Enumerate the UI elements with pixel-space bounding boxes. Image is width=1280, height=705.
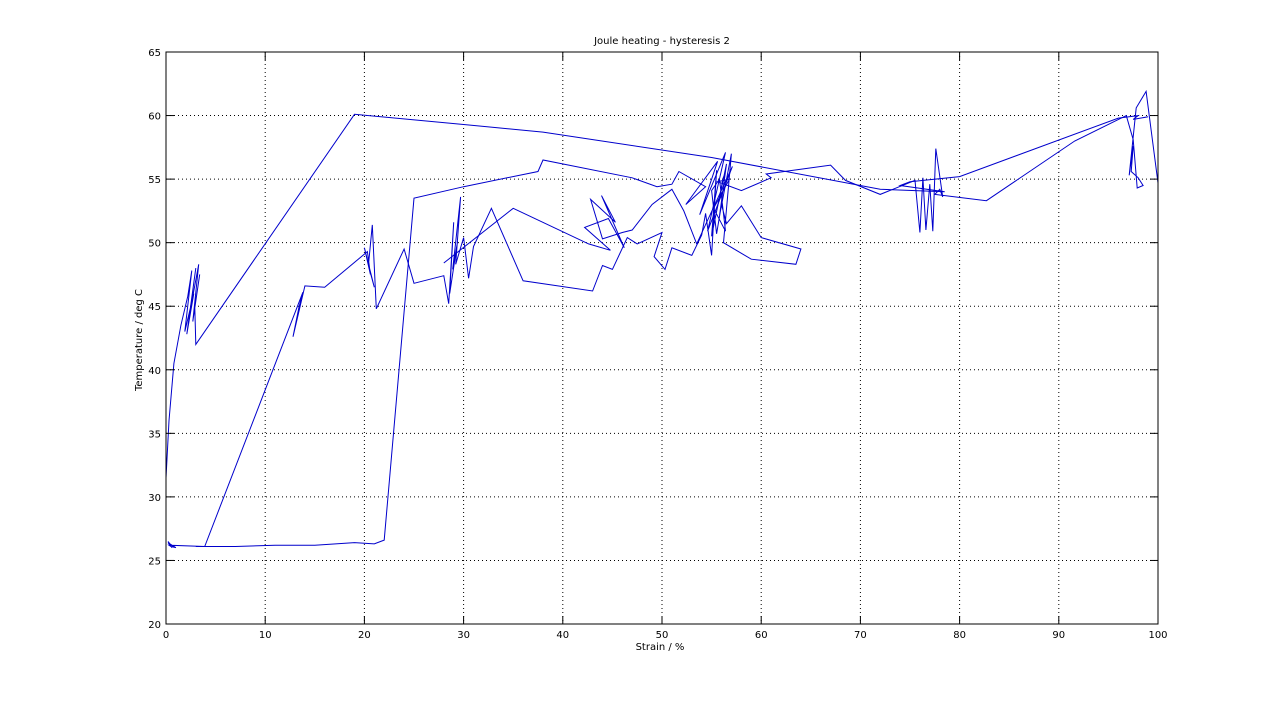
x-tick-label: 40 xyxy=(556,630,569,641)
x-axis-title: Strain / % xyxy=(636,642,685,653)
x-tick-label: 0 xyxy=(163,630,169,641)
y-tick-label: 40 xyxy=(148,366,161,377)
x-tick-label: 20 xyxy=(358,630,371,641)
data-series-line-3 xyxy=(195,152,733,547)
x-tick-label: 60 xyxy=(755,630,768,641)
x-tick-label: 50 xyxy=(656,630,669,641)
grid-layer xyxy=(166,52,1158,624)
y-tick-label: 25 xyxy=(148,556,161,567)
axes-layer: 0 10 20 30 40 50 60 70 80 90 100 20 25 30 35 40 45 50 55 60… xyxy=(148,48,1167,641)
y-tick-label: 65 xyxy=(148,48,161,59)
x-tick-label: 30 xyxy=(457,630,470,641)
data-layer xyxy=(165,89,1159,549)
data-series-line-1 xyxy=(167,89,1159,549)
y-tick-label: 60 xyxy=(148,112,161,123)
y-tick-label: 45 xyxy=(148,302,161,313)
x-tick-label: 90 xyxy=(1052,630,1065,641)
y-tick-label: 35 xyxy=(148,429,161,440)
data-series-line-2 xyxy=(165,113,1149,478)
x-tick-label: 80 xyxy=(953,630,966,641)
y-tick-label: 55 xyxy=(148,175,161,186)
y-tick-label: 20 xyxy=(148,620,161,631)
y-tick-label: 30 xyxy=(148,493,161,504)
chart-title: Joule heating - hysteresis 2 xyxy=(593,36,730,47)
x-tick-label: 100 xyxy=(1148,630,1167,641)
x-tick-label: 10 xyxy=(259,630,272,641)
y-axis-title: Temperature / deg C xyxy=(134,289,145,392)
y-tick-label: 50 xyxy=(148,239,161,250)
x-tick-label: 70 xyxy=(854,630,867,641)
